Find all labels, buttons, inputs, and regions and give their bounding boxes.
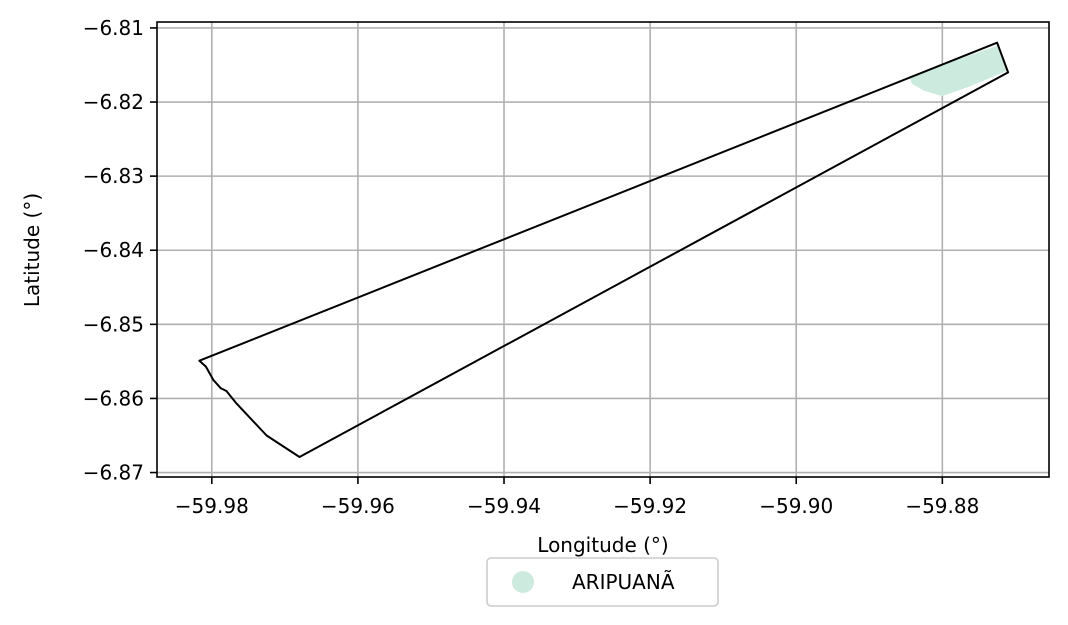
x-tick-label: −59.96 <box>321 494 395 518</box>
legend-box <box>486 557 719 607</box>
y-tick-label: −6.83 <box>83 164 144 188</box>
y-tick-label: −6.87 <box>83 461 144 485</box>
y-tick-label: −6.84 <box>83 238 144 262</box>
x-tick-label: −59.90 <box>759 494 833 518</box>
x-tick-label: −59.88 <box>905 494 979 518</box>
map-layers <box>198 41 1010 458</box>
x-tick-label: −59.92 <box>613 494 687 518</box>
y-axis-title: Latitude (°) <box>20 193 44 307</box>
boundary-outline <box>198 41 1010 458</box>
y-tick-label: −6.81 <box>83 16 144 40</box>
y-tick-label: −6.82 <box>83 90 144 114</box>
y-tick-label: −6.86 <box>83 386 144 410</box>
legend-label-aripuana: ARIPUANÃ <box>572 570 675 594</box>
x-tick-label: −59.98 <box>175 494 249 518</box>
aripuana-region <box>909 45 1007 97</box>
x-axis-title: Longitude (°) <box>537 533 668 557</box>
legend: ARIPUANÃ <box>486 557 719 607</box>
gridlines <box>157 22 1049 477</box>
x-tick-label: −59.94 <box>467 494 541 518</box>
axis-ticks: −59.98 −59.96 −59.94 −59.92 −59.90 −59.88 −6.8… <box>83 16 980 518</box>
legend-marker-aripuana <box>512 571 534 593</box>
y-tick-label: −6.85 <box>83 312 144 336</box>
